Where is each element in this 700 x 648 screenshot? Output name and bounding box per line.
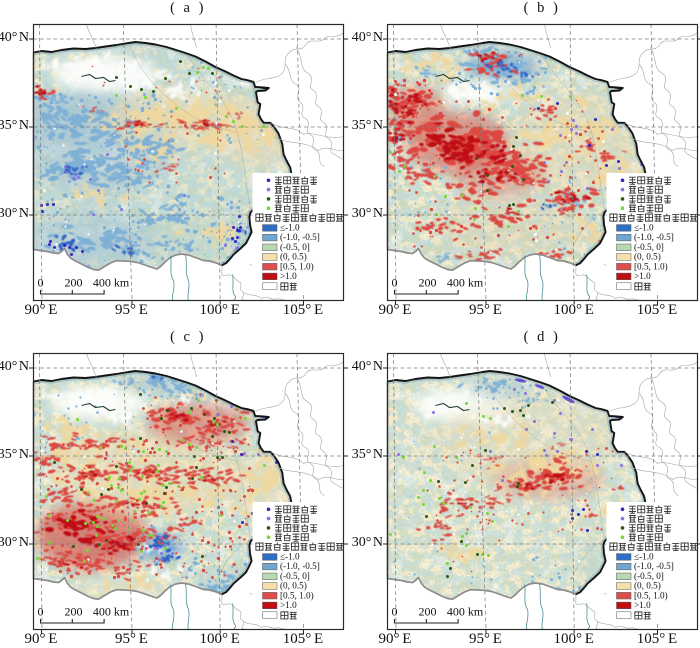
svg-text:(-0.5, 0]: (-0.5, 0] [280, 241, 310, 251]
svg-text:[0.5, 1.0): [0.5, 1.0) [634, 590, 668, 600]
svg-text:200: 200 [419, 604, 437, 618]
svg-text:(0, 0.5): (0, 0.5) [634, 251, 661, 261]
svg-text:0: 0 [392, 604, 398, 618]
svg-text:≤-1.0: ≤-1.0 [634, 551, 654, 561]
svg-text:(-1.0, -0.5]: (-1.0, -0.5] [280, 561, 320, 571]
svg-text:400 km: 400 km [447, 275, 484, 289]
svg-text:≤-1.0: ≤-1.0 [634, 222, 654, 232]
svg-text:(-0.5, 0]: (-0.5, 0] [634, 241, 664, 251]
svg-text:(-1.0, -0.5]: (-1.0, -0.5] [634, 561, 674, 571]
svg-text:(0, 0.5): (0, 0.5) [634, 580, 661, 590]
svg-text:200: 200 [419, 275, 437, 289]
svg-text:[0.5, 1.0): [0.5, 1.0) [280, 590, 314, 600]
svg-text:(-1.0, -0.5]: (-1.0, -0.5] [634, 232, 674, 242]
svg-text:400 km: 400 km [447, 604, 484, 618]
svg-text:400 km: 400 km [93, 275, 130, 289]
svg-text:≤-1.0: ≤-1.0 [280, 222, 300, 232]
svg-text:[0.5, 1.0): [0.5, 1.0) [280, 261, 314, 271]
svg-text:0: 0 [38, 275, 44, 289]
svg-text:(-0.5, 0]: (-0.5, 0] [634, 570, 664, 580]
svg-text:(-0.5, 0]: (-0.5, 0] [280, 570, 310, 580]
svg-text:>1.0: >1.0 [634, 600, 651, 610]
svg-text:>1.0: >1.0 [280, 600, 297, 610]
svg-text:[0.5, 1.0): [0.5, 1.0) [634, 261, 668, 271]
svg-text:(0, 0.5): (0, 0.5) [280, 251, 307, 261]
svg-text:>1.0: >1.0 [280, 271, 297, 281]
svg-text:0: 0 [392, 275, 398, 289]
svg-text:200: 200 [65, 604, 83, 618]
svg-text:>1.0: >1.0 [634, 271, 651, 281]
svg-text:(-1.0, -0.5]: (-1.0, -0.5] [280, 232, 320, 242]
svg-text:200: 200 [65, 275, 83, 289]
svg-text:(0, 0.5): (0, 0.5) [280, 580, 307, 590]
svg-text:0: 0 [38, 604, 44, 618]
svg-text:400 km: 400 km [93, 604, 130, 618]
svg-text:≤-1.0: ≤-1.0 [280, 551, 300, 561]
